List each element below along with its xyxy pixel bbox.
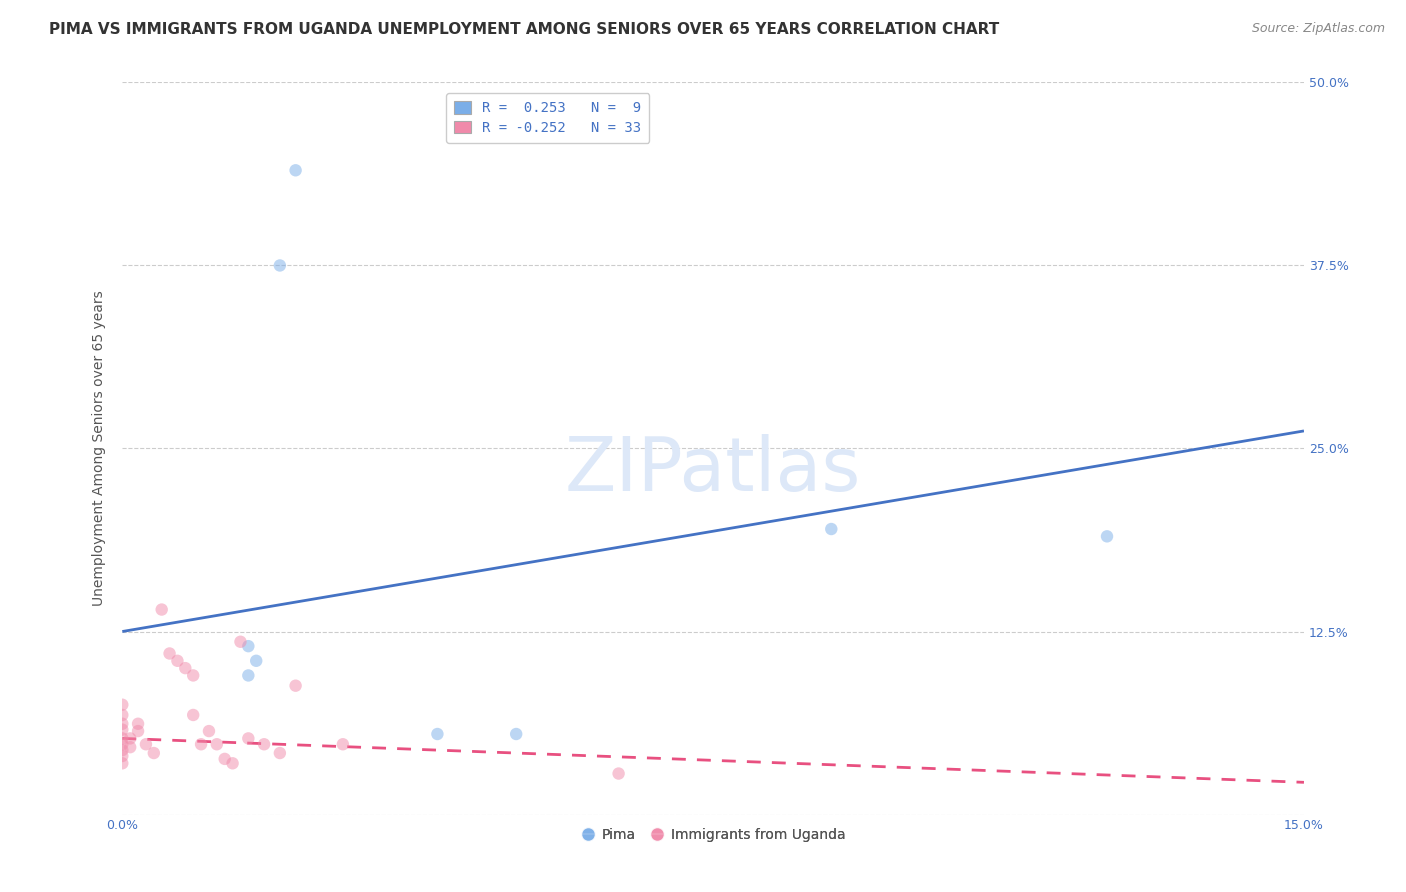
Point <box>111 749 134 764</box>
Point <box>238 639 260 653</box>
Point <box>820 522 842 536</box>
Point <box>245 654 267 668</box>
Point <box>142 746 165 760</box>
Point <box>284 163 307 178</box>
Point <box>205 737 228 751</box>
Point <box>111 737 134 751</box>
Point <box>253 737 276 751</box>
Point <box>159 647 181 661</box>
Point <box>111 731 134 746</box>
Point <box>174 661 197 675</box>
Point <box>120 740 142 755</box>
Text: Source: ZipAtlas.com: Source: ZipAtlas.com <box>1251 22 1385 36</box>
Point <box>127 724 149 739</box>
Point <box>607 766 630 780</box>
Point <box>284 679 307 693</box>
Y-axis label: Unemployment Among Seniors over 65 years: Unemployment Among Seniors over 65 years <box>93 291 107 607</box>
Point <box>135 737 157 751</box>
Point <box>190 737 212 751</box>
Legend: Pima, Immigrants from Uganda: Pima, Immigrants from Uganda <box>575 822 851 848</box>
Point <box>127 716 149 731</box>
Point <box>111 723 134 737</box>
Point <box>229 634 252 648</box>
Point <box>426 727 449 741</box>
Point <box>111 708 134 723</box>
Point <box>238 731 260 746</box>
Point <box>166 654 188 668</box>
Point <box>111 743 134 757</box>
Point <box>181 708 204 723</box>
Point <box>120 731 142 746</box>
Point <box>111 756 134 771</box>
Point <box>238 668 260 682</box>
Text: ZIPatlas: ZIPatlas <box>565 434 862 507</box>
Point <box>181 668 204 682</box>
Point <box>111 716 134 731</box>
Text: PIMA VS IMMIGRANTS FROM UGANDA UNEMPLOYMENT AMONG SENIORS OVER 65 YEARS CORRELAT: PIMA VS IMMIGRANTS FROM UGANDA UNEMPLOYM… <box>49 22 1000 37</box>
Point <box>1095 529 1118 543</box>
Point <box>269 746 291 760</box>
Point <box>198 724 221 739</box>
Point <box>214 752 236 766</box>
Point <box>111 698 134 712</box>
Point <box>332 737 354 751</box>
Point <box>505 727 527 741</box>
Point <box>150 602 173 616</box>
Point <box>221 756 243 771</box>
Point <box>269 259 291 273</box>
